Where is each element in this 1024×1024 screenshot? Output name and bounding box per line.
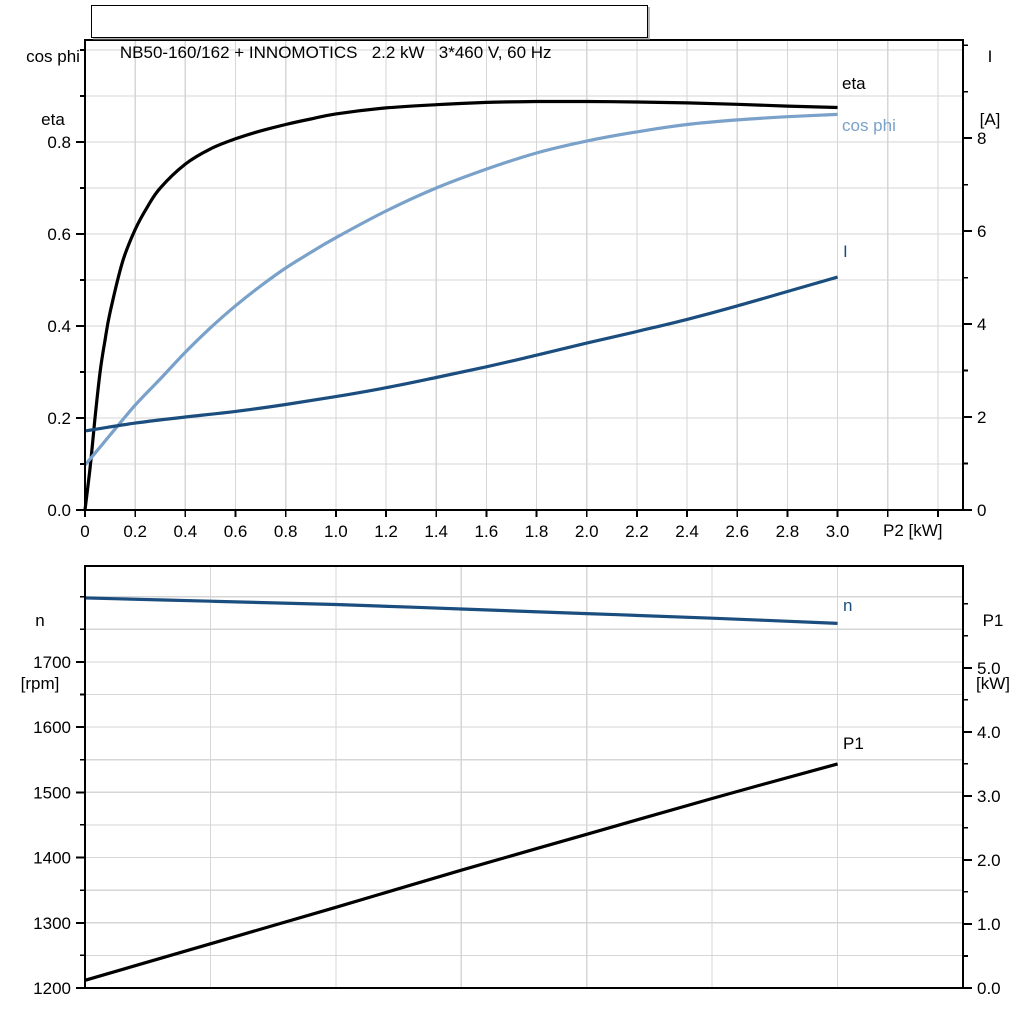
- tick-label: 1.0: [324, 522, 348, 541]
- curve-label-p1: P1: [843, 734, 864, 753]
- bottom-right-axis-label: P1 [kW]: [963, 568, 1023, 736]
- tick-label: 0.0: [977, 979, 1001, 998]
- curve-I: [84, 275, 839, 433]
- curve-label-speed: n: [843, 596, 853, 615]
- tick-label: 1.0: [977, 915, 1001, 934]
- axis-label-p1-unit: [kW]: [976, 674, 1010, 693]
- curve-eta: [83, 99, 838, 511]
- tick-label: 2.6: [725, 522, 749, 541]
- axis-label-eta: eta: [41, 110, 65, 129]
- tick-label: 2.2: [625, 522, 649, 541]
- tick-label: 2: [977, 408, 986, 427]
- curve-label-cos-phi: cos phi: [842, 116, 896, 135]
- tick-label: 1700: [33, 653, 71, 672]
- tick-label: 1.4: [424, 522, 448, 541]
- tick-label: 1.6: [475, 522, 499, 541]
- tick-label: 0: [977, 501, 986, 520]
- tick-label: 2.0: [977, 851, 1001, 870]
- tick-label: 4: [977, 315, 986, 334]
- tick-label: 1500: [33, 783, 71, 802]
- curve-cos-phi: [83, 112, 838, 466]
- tick-label: 1200: [33, 979, 71, 998]
- curve-label-current: I: [843, 242, 848, 261]
- bottom-left-axis-label: n [rpm]: [0, 568, 80, 736]
- curve-n: [84, 596, 838, 625]
- tick-label: 0.4: [47, 317, 71, 336]
- tick-label: 0.4: [174, 522, 198, 541]
- chart-title-box: NB50-160/162 + INNOMOTICS 2.2 kW 3*460 V…: [91, 5, 648, 62]
- plot-border: [84, 39, 964, 511]
- tick-label: 8: [977, 129, 986, 148]
- curve-label-eta: eta: [842, 74, 866, 93]
- axis-label-p1: P1: [982, 611, 1004, 630]
- plot-border: [84, 565, 964, 989]
- axis-label-current: I: [987, 47, 993, 66]
- tick-label: 5.0: [977, 659, 1001, 678]
- axis-label-speed: n: [35, 611, 45, 630]
- x-axis-label-p2: P2 [kW]: [883, 521, 943, 540]
- top-right-axis-label: I [A]: [960, 4, 1020, 172]
- tick-label: 0.0: [47, 501, 71, 520]
- tick-label: 0.8: [274, 522, 298, 541]
- tick-label: 0.2: [47, 409, 71, 428]
- tick-label: 0.2: [123, 522, 147, 541]
- tick-label: 2.4: [675, 522, 699, 541]
- top-left-axis-label: cos phi eta: [12, 4, 94, 172]
- tick-label: 1300: [33, 914, 71, 933]
- tick-label: 0.6: [47, 225, 71, 244]
- tick-label: 2.0: [575, 522, 599, 541]
- curve-P1: [84, 762, 839, 982]
- chart-title: NB50-160/162 + INNOMOTICS 2.2 kW 3*460 V…: [119, 43, 552, 62]
- tick-label: 0: [80, 522, 89, 541]
- tick-label: 1.2: [374, 522, 398, 541]
- axis-label-current-unit: [A]: [979, 110, 1001, 129]
- tick-label: 3.0: [977, 787, 1001, 806]
- tick-label: 3.0: [826, 522, 850, 541]
- tick-label: 4.0: [977, 723, 1001, 742]
- tick-label: 0.8: [47, 133, 71, 152]
- tick-label: 1400: [33, 849, 71, 868]
- tick-label: 1.8: [525, 522, 549, 541]
- axis-label-speed-unit: [rpm]: [20, 674, 60, 693]
- tick-label: 1600: [33, 718, 71, 737]
- axis-label-cos-phi: cos phi: [26, 47, 80, 66]
- tick-label: 2.8: [776, 522, 800, 541]
- tick-label: 0.6: [224, 522, 248, 541]
- tick-label: 6: [977, 222, 986, 241]
